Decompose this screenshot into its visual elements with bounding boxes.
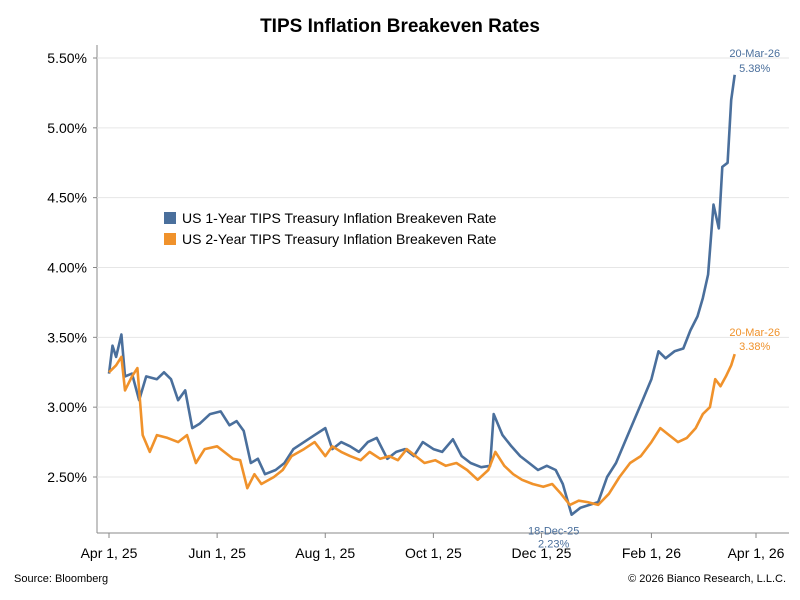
annotations: 18-Dec-252.23% 20-Mar-26 5.38% 20-Mar-26 3.3… (528, 48, 780, 551)
source-label: Source: Bloomberg (14, 573, 109, 585)
series-line-2yr (108, 353, 736, 507)
series-line-1yr (107, 74, 736, 517)
gridlines (96, 45, 789, 534)
y-tick-label: 2.50% (47, 469, 87, 485)
legend: US 1-Year TIPS Treasury Inflation Breake… (164, 210, 497, 247)
y-tick-label: 4.00% (47, 260, 87, 276)
x-tick-label: Feb 1, 26 (622, 545, 681, 561)
copyright-label: © 2026 Bianco Research, L.L.C. (628, 573, 786, 585)
x-tick-label: Dec 1, 25 (512, 545, 572, 561)
annotation-value: 5.38% (739, 63, 770, 75)
annotation-date: 20-Mar-26 (729, 48, 780, 60)
y-tick-label: 4.50% (47, 190, 87, 206)
annotation-date: 18-Dec-25 (528, 526, 579, 538)
legend-swatch (164, 212, 176, 224)
legend-entry: US 2-Year TIPS Treasury Inflation Breake… (182, 231, 497, 247)
y-tick-label: 5.50% (47, 50, 87, 66)
legend-swatch (164, 233, 176, 245)
x-axis: Apr 1, 25 Jun 1, 25 Aug 1, 25 Oct 1, 25 Dec … (81, 533, 785, 561)
y-tick-label: 3.50% (47, 329, 87, 345)
x-tick-label: Apr 1, 26 (728, 545, 785, 561)
x-tick-label: Aug 1, 25 (295, 545, 355, 561)
chart-title: TIPS Inflation Breakeven Rates (260, 16, 540, 37)
annotation-value: 3.38% (739, 341, 770, 353)
x-tick-label: Jun 1, 25 (188, 545, 246, 561)
x-tick-label: Oct 1, 25 (405, 545, 462, 561)
y-tick-label: 3.00% (47, 399, 87, 415)
series-lines (107, 74, 736, 517)
x-tick-label: Apr 1, 25 (81, 545, 138, 561)
legend-entry: US 1-Year TIPS Treasury Inflation Breake… (182, 210, 497, 226)
annotation-date: 20-Mar-26 (729, 327, 780, 339)
annotation-value: 2.23% (538, 539, 569, 551)
y-tick-label: 5.00% (47, 120, 87, 136)
y-axis: 2.50% 3.00% 3.50% 4.00% 4.50% 5.00% 5.50% (47, 50, 97, 485)
